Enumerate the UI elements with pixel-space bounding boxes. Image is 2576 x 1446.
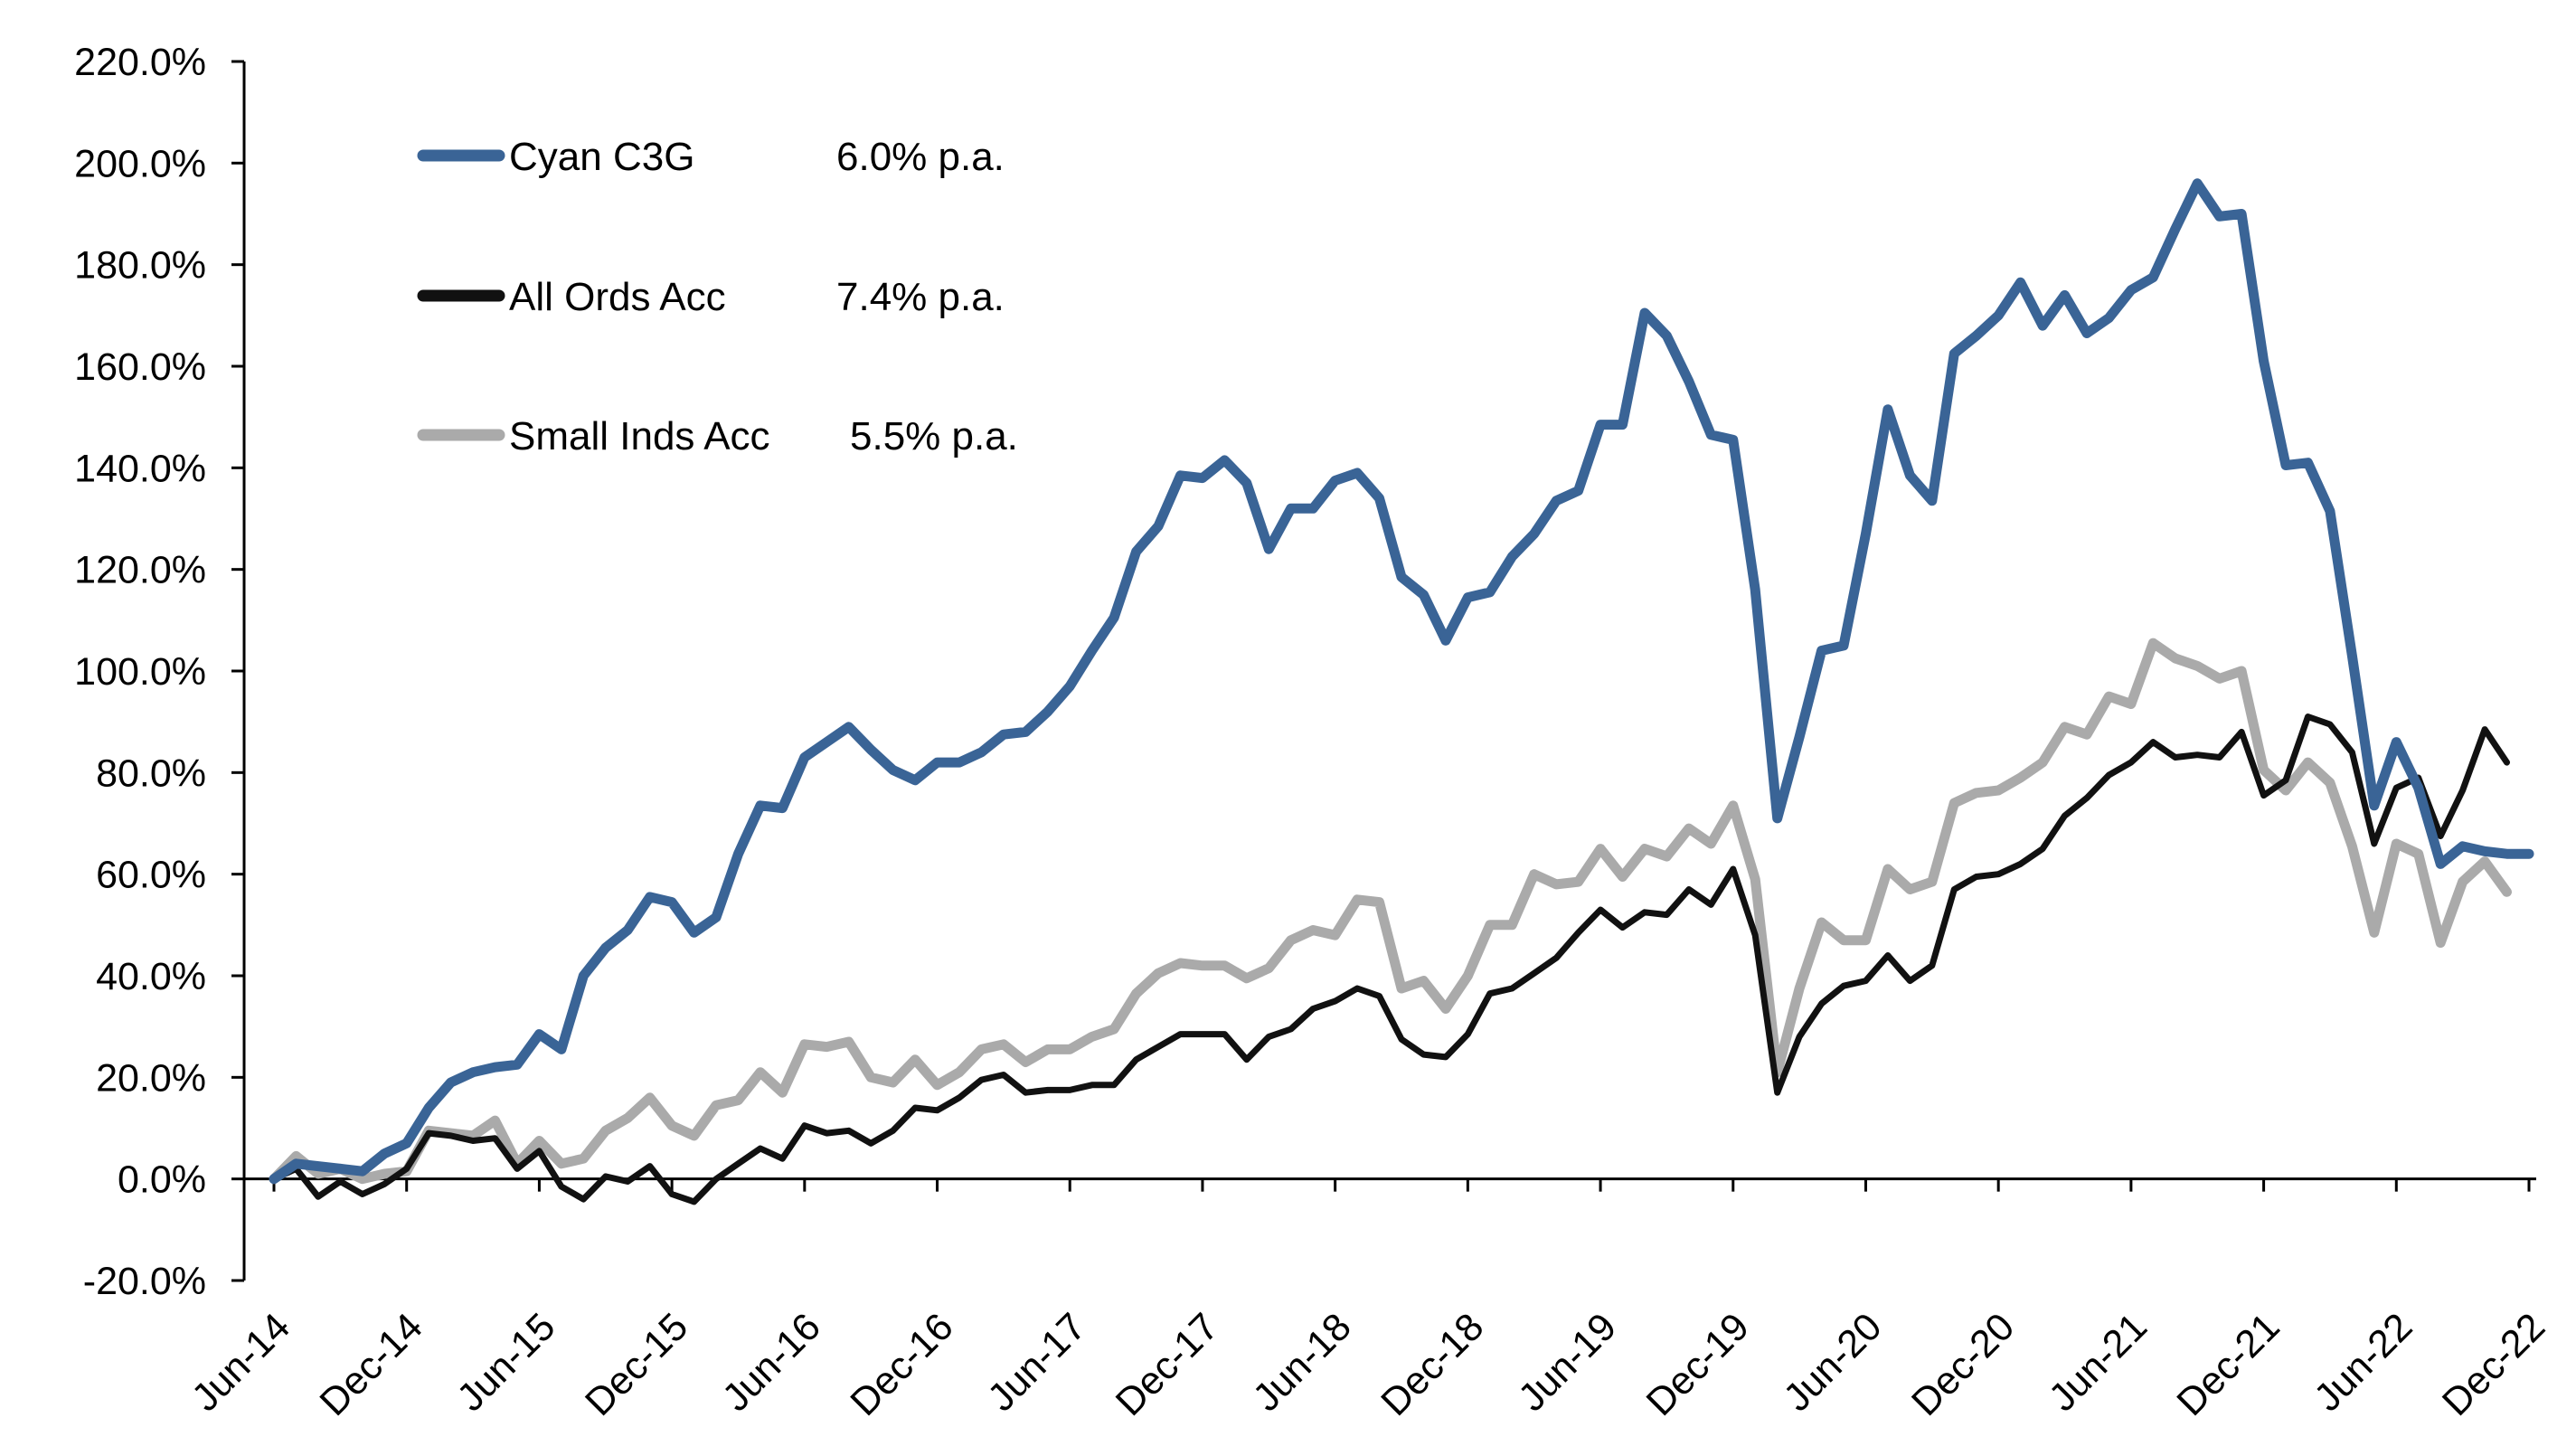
- y-tick-label: 60.0%: [96, 854, 206, 897]
- x-tick-label: Jun-21: [2041, 1305, 2156, 1420]
- x-tick-label: Jun-19: [1510, 1305, 1625, 1420]
- legend-label: Cyan C3G: [509, 135, 694, 179]
- x-tick-label: Jun-14: [184, 1305, 298, 1420]
- x-tick-label: Jun-22: [2306, 1305, 2420, 1420]
- y-tick-label: 180.0%: [74, 244, 206, 288]
- y-tick-label: 120.0%: [74, 549, 206, 592]
- legend-item: Cyan C3G 6.0% p.a.: [417, 135, 1005, 179]
- series-layer: [269, 178, 2534, 1205]
- x-tick-label: Jun-18: [1245, 1305, 1360, 1420]
- y-tick-label: 80.0%: [96, 751, 206, 795]
- series-line-cyan-c3g: [269, 178, 2534, 1185]
- y-tick-label: 0.0%: [118, 1158, 206, 1202]
- legend-item: All Ords Acc 7.4% p.a.: [417, 275, 1005, 319]
- legend-annotation: 5.5% p.a.: [850, 414, 1018, 458]
- x-tick-label: Dec-19: [1638, 1305, 1758, 1424]
- legend-label: Small Inds Acc: [509, 414, 770, 458]
- x-tick-label: Jun-16: [714, 1305, 829, 1420]
- x-tick-label: Dec-14: [312, 1305, 431, 1424]
- y-tick-label: -20.0%: [83, 1260, 206, 1303]
- y-tick-label: 220.0%: [74, 41, 206, 84]
- y-tick-label: 200.0%: [74, 142, 206, 185]
- x-tick-label: Jun-15: [449, 1305, 564, 1420]
- x-axis: Jun-14 Dec-14 Jun-15 Dec-15 Jun-16 Dec-16 Jun-…: [184, 1177, 2553, 1424]
- y-tick-label: 40.0%: [96, 955, 206, 998]
- series-line-small-inds-acc: [269, 638, 2512, 1185]
- legend-annotation: 6.0% p.a.: [836, 135, 1005, 179]
- x-tick-label: Dec-16: [843, 1305, 962, 1424]
- x-tick-label: Dec-17: [1108, 1305, 1227, 1424]
- y-tick-label: 100.0%: [74, 650, 206, 694]
- legend-annotation: 7.4% p.a.: [836, 275, 1005, 319]
- y-tick-label: 160.0%: [74, 345, 206, 389]
- legend: Cyan C3G 6.0% p.a. All Ords Acc 7.4% p.a. Sm…: [417, 135, 1018, 458]
- series-line-all-ords-acc: [270, 714, 2510, 1205]
- x-tick-label: Dec-22: [2434, 1305, 2553, 1424]
- y-tick-label: 140.0%: [74, 447, 206, 490]
- legend-label: All Ords Acc: [509, 275, 726, 319]
- y-axis: -20.0% 0.0% 20.0% 40.0% 60.0% 80.0% 100.0% 120.…: [74, 41, 246, 1303]
- x-tick-label: Jun-20: [1776, 1305, 1891, 1420]
- y-tick-label: 20.0%: [96, 1056, 206, 1100]
- x-tick-label: Jun-17: [979, 1305, 1094, 1420]
- x-tick-label: Dec-20: [1903, 1305, 2023, 1424]
- x-tick-label: Dec-18: [1373, 1305, 1492, 1424]
- x-tick-label: Dec-15: [577, 1305, 696, 1424]
- legend-item: Small Inds Acc 5.5% p.a.: [417, 414, 1018, 458]
- x-tick-label: Dec-21: [2169, 1305, 2288, 1424]
